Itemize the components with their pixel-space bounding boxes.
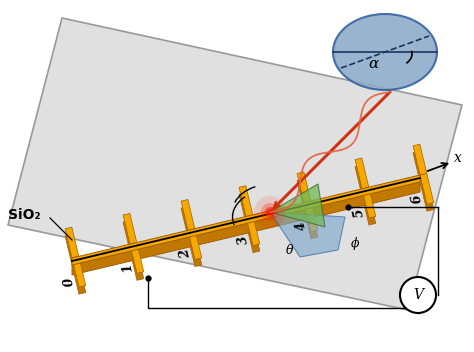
Polygon shape [246,215,260,246]
Polygon shape [239,186,253,216]
Text: ϕ: ϕ [351,238,359,251]
Polygon shape [297,172,311,203]
Polygon shape [304,201,318,232]
Polygon shape [72,175,420,265]
Polygon shape [72,263,86,294]
Polygon shape [123,213,137,244]
Polygon shape [65,227,79,258]
Polygon shape [362,194,376,225]
Ellipse shape [333,14,437,90]
Polygon shape [181,207,195,237]
Polygon shape [270,212,345,257]
Polygon shape [8,18,462,310]
Circle shape [267,209,273,214]
Polygon shape [123,220,137,251]
Polygon shape [355,158,369,189]
Text: 4: 4 [294,220,309,232]
Polygon shape [362,187,376,218]
Text: 2: 2 [178,248,192,259]
Text: 5: 5 [352,206,367,218]
Polygon shape [65,234,79,265]
Polygon shape [304,208,318,239]
Polygon shape [188,229,202,259]
Text: 6: 6 [410,193,425,204]
Polygon shape [130,250,144,280]
Polygon shape [72,256,86,287]
Polygon shape [239,193,253,224]
Circle shape [254,196,286,228]
Text: 1: 1 [120,262,135,273]
Polygon shape [355,165,369,196]
Polygon shape [413,144,427,175]
Text: θ: θ [286,244,294,257]
Circle shape [261,203,279,221]
Circle shape [400,277,436,313]
Text: 3: 3 [236,234,251,245]
Polygon shape [72,182,420,275]
Polygon shape [246,222,260,253]
Polygon shape [297,179,311,210]
Circle shape [265,207,275,217]
Polygon shape [413,151,427,182]
Text: SiO₂: SiO₂ [8,208,40,222]
Polygon shape [181,200,195,230]
Text: α: α [368,57,378,71]
Text: V: V [413,288,423,302]
Text: 0: 0 [62,276,77,287]
Text: x: x [454,151,462,165]
Polygon shape [188,236,202,266]
Polygon shape [130,243,144,274]
Polygon shape [420,174,434,204]
Polygon shape [420,180,434,211]
Polygon shape [270,184,325,227]
